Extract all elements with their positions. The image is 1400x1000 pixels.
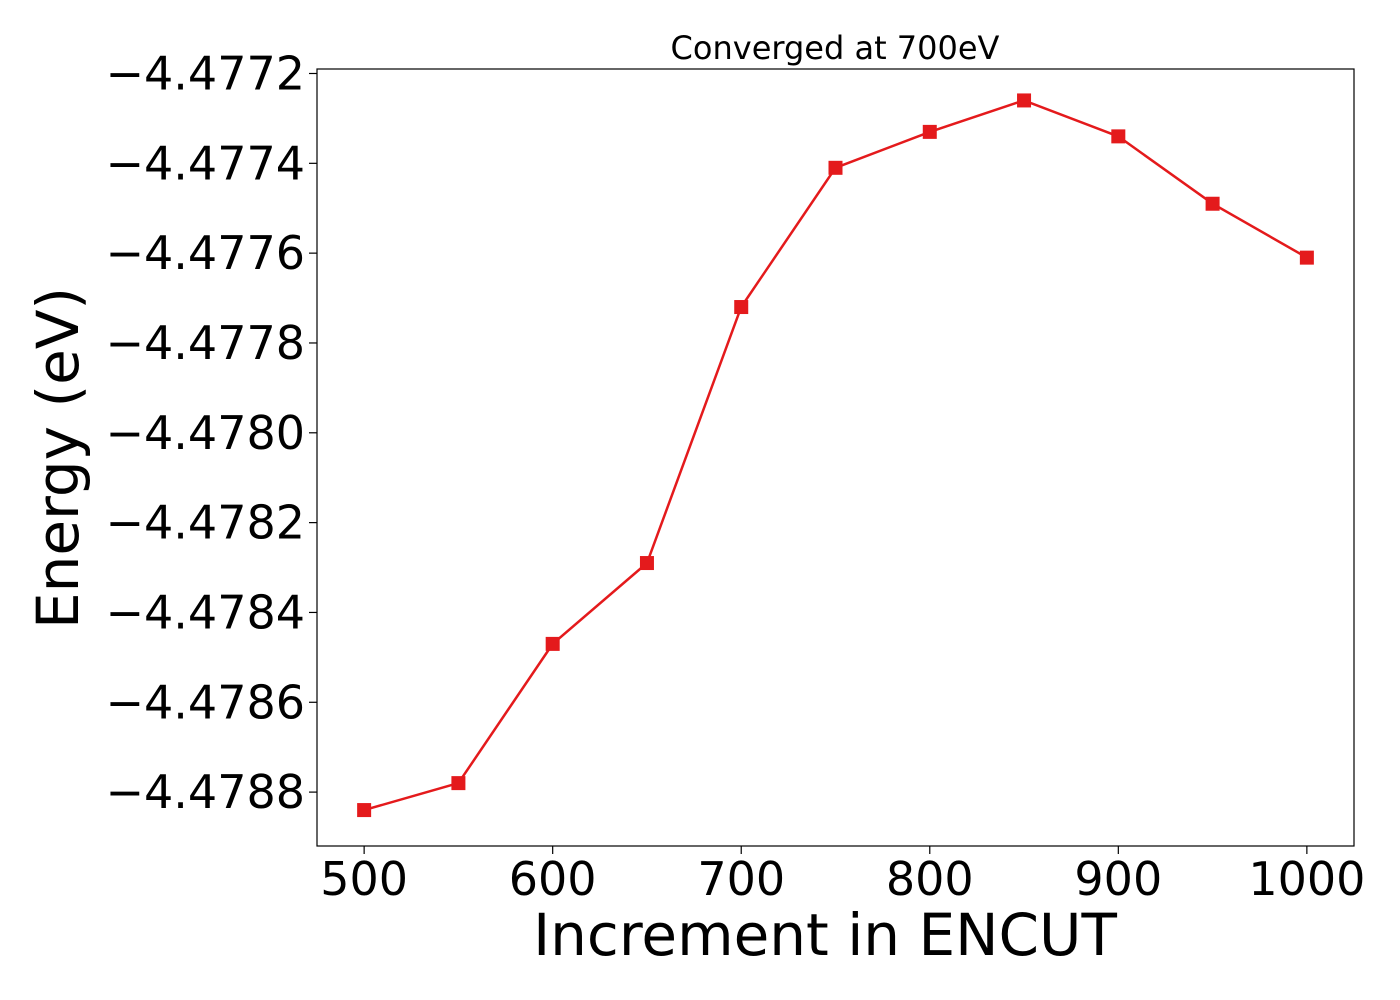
series-line xyxy=(363,99,1308,812)
data-point-marker xyxy=(922,124,937,139)
x-tick-label: 1000 xyxy=(1248,852,1365,906)
x-tick-label: 500 xyxy=(320,852,408,906)
x-tick-label: 700 xyxy=(697,852,785,906)
data-point-marker xyxy=(451,776,466,791)
chart-title: Converged at 700eV xyxy=(671,29,1000,67)
data-point-marker xyxy=(545,636,560,651)
x-tick-label: 600 xyxy=(509,852,597,906)
data-point-marker xyxy=(639,556,654,571)
y-tick-label: −4.4786 xyxy=(106,675,306,729)
data-point-marker xyxy=(1299,250,1314,265)
x-tick-label: 900 xyxy=(1074,852,1162,906)
y-tick-label: −4.4780 xyxy=(106,406,306,460)
plot-frame xyxy=(316,68,1355,847)
y-tick-label: −4.4774 xyxy=(106,136,306,190)
y-axis-ticks: −4.4788 −4.4786 −4.4784 −4.4782 −4.4780 −4.47… xyxy=(106,46,317,819)
data-point-marker xyxy=(828,160,843,175)
x-tick-label: 800 xyxy=(886,852,974,906)
data-point-marker xyxy=(1111,129,1126,144)
data-point-marker xyxy=(1017,93,1032,108)
y-tick-label: −4.4782 xyxy=(106,496,306,550)
y-tick-label: −4.4772 xyxy=(106,46,306,100)
series-layer xyxy=(357,93,1314,818)
y-tick-label: −4.4776 xyxy=(106,226,306,280)
y-tick-label: −4.4784 xyxy=(106,585,306,639)
x-axis-ticks: 500 600 700 800 900 1000 xyxy=(320,846,1365,906)
data-point-marker xyxy=(357,803,372,818)
x-axis-label: Increment in ENCUT xyxy=(533,901,1117,969)
data-point-marker xyxy=(1205,196,1220,211)
data-point-marker xyxy=(734,300,749,315)
y-axis-label: Energy (eV) xyxy=(24,287,92,629)
y-tick-label: −4.4788 xyxy=(106,765,306,819)
y-tick-label: −4.4778 xyxy=(106,316,306,370)
